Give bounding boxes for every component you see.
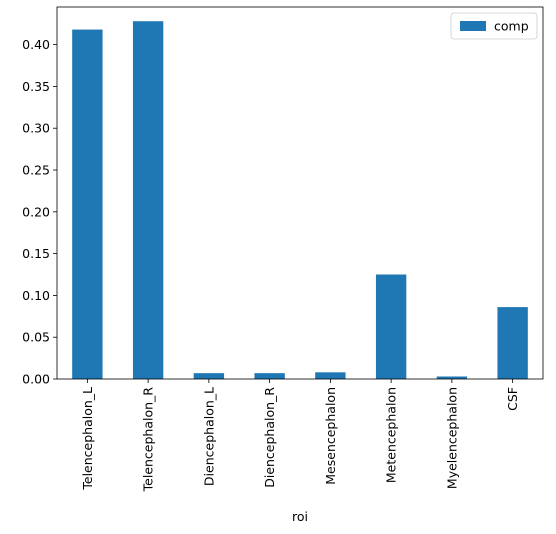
- y-tick-label: 0.30: [22, 121, 50, 136]
- y-tick-label: 0.00: [22, 372, 50, 387]
- y-tick-label: 0.15: [22, 246, 50, 261]
- x-tick-label: CSF: [505, 387, 520, 411]
- x-tick-label: Myelencephalon: [444, 387, 459, 489]
- bar-csf: [497, 307, 528, 379]
- bar-diencephalon-r: [254, 373, 285, 379]
- y-tick-label: 0.35: [22, 79, 50, 94]
- bar-metencephalon: [375, 274, 407, 379]
- legend-label: comp: [494, 19, 529, 34]
- x-axis-ticks: Telencephalon_L Telencephalon_R Diencephal…: [80, 379, 520, 492]
- bar-telencephalon-l: [72, 29, 103, 379]
- x-tick-label: Metencephalon: [384, 387, 399, 483]
- y-tick-label: 0.40: [22, 37, 50, 52]
- x-tick-label: Telencephalon_R: [141, 387, 156, 493]
- x-tick-label: Diencephalon_L: [201, 387, 216, 486]
- plot-frame: [56, 6, 544, 380]
- x-tick-label: Mesencephalon: [323, 387, 338, 485]
- bar-diencephalon-l: [193, 373, 225, 379]
- legend: comp: [450, 12, 538, 40]
- y-tick-label: 0.05: [22, 330, 50, 345]
- bar-telencephalon-r: [132, 21, 164, 379]
- legend-box: [450, 12, 538, 40]
- x-tick-label: Telencephalon_L: [80, 387, 95, 491]
- bar-mesencephalon: [315, 372, 346, 379]
- y-tick-label: 0.10: [22, 288, 50, 303]
- y-axis-ticks: 0.00 0.05 0.10 0.15 0.20 0.25 0.30 0.35 0.40: [22, 37, 57, 387]
- x-tick-label: Diencephalon_R: [262, 387, 277, 488]
- legend-swatch: [460, 21, 486, 31]
- y-tick-label: 0.25: [22, 163, 50, 178]
- x-axis-label: roi: [292, 509, 308, 524]
- y-tick-label: 0.20: [22, 204, 50, 219]
- bars-group: [72, 21, 528, 379]
- bar-myelencephalon: [436, 376, 468, 379]
